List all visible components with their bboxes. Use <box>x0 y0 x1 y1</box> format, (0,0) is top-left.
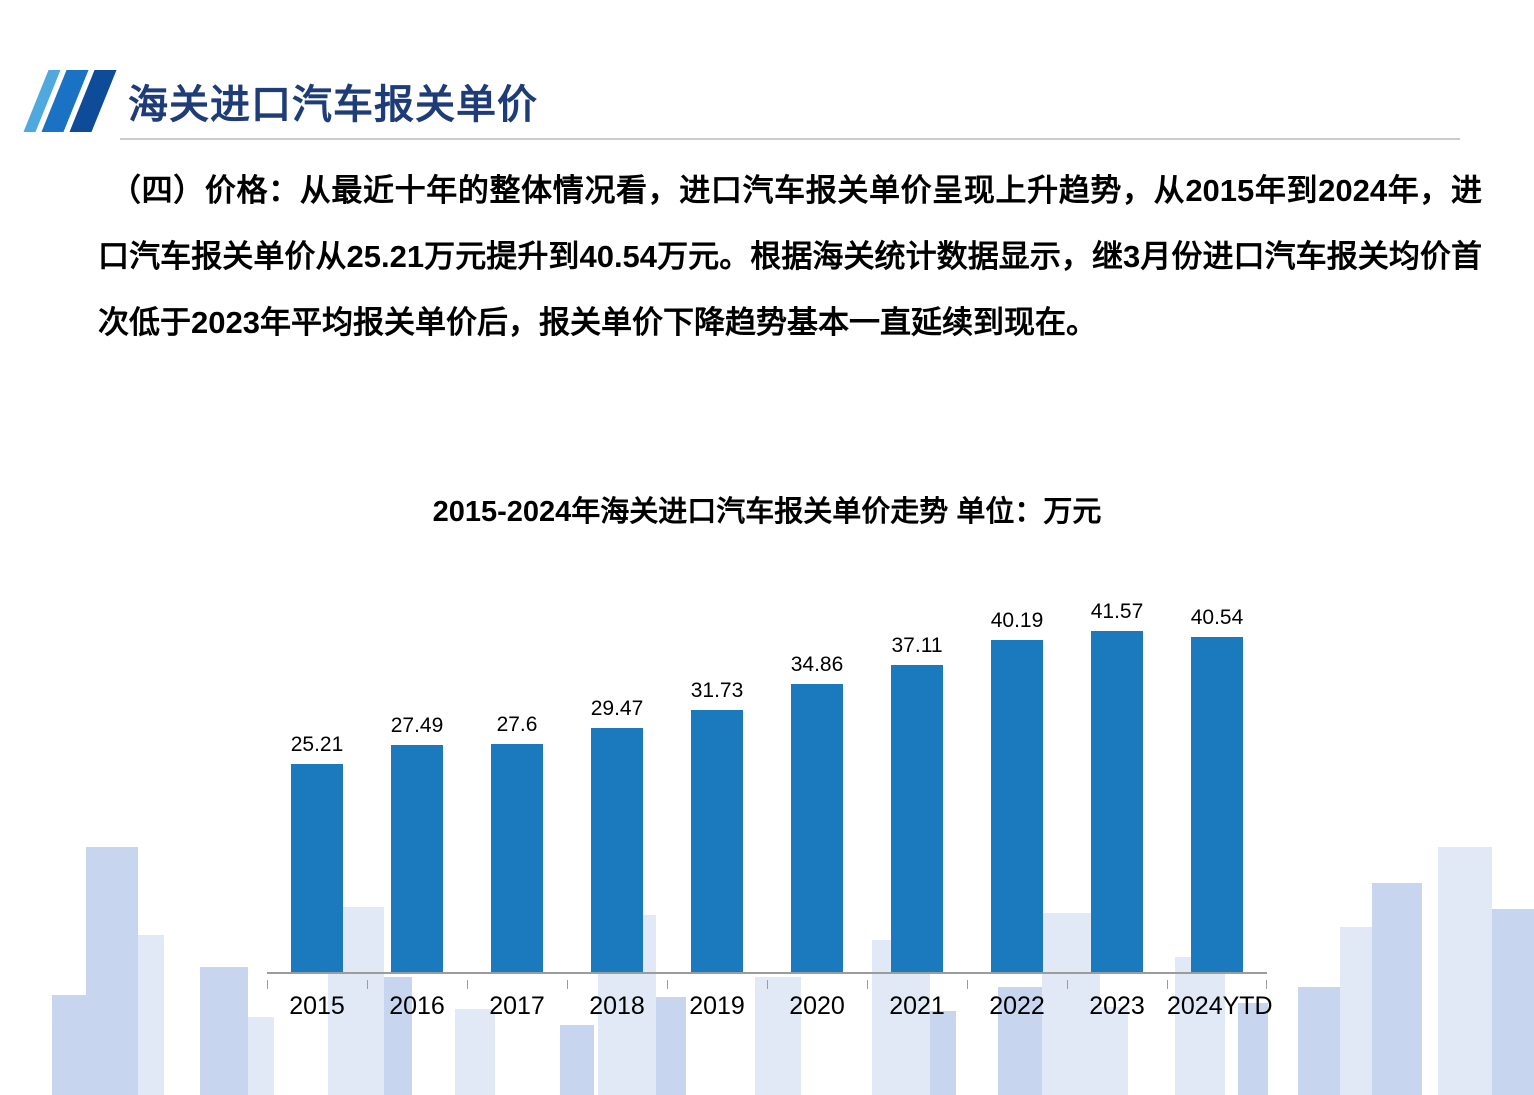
bar-column: 27.49 <box>367 600 467 972</box>
bar <box>991 639 1043 972</box>
bar-value-label: 31.73 <box>690 678 744 702</box>
bar <box>391 744 443 972</box>
bar <box>291 763 343 972</box>
bar-column: 25.21 <box>267 600 367 972</box>
bar-column: 40.19 <box>967 600 1067 972</box>
bar <box>891 665 943 972</box>
x-axis-label: 2021 <box>867 980 967 1021</box>
bar <box>491 743 543 972</box>
chart-title: 2015-2024年海关进口汽车报关单价走势 单位：万元 <box>432 496 1102 528</box>
x-axis-label: 2022 <box>967 980 1067 1021</box>
bar-value-label: 40.54 <box>1190 605 1244 629</box>
x-axis-label: 2023 <box>1067 980 1167 1021</box>
bar-column: 40.54 <box>1167 600 1267 972</box>
x-axis-label: 2015 <box>267 980 367 1021</box>
chart-x-axis: 2015 2016 2017 2018 2019 2020 2021 2022 2023 2024… <box>267 980 1273 1021</box>
x-axis-label: 2024YTD <box>1167 980 1273 1021</box>
bar-value-label: 41.57 <box>1090 600 1144 623</box>
skyline-svg <box>52 847 1534 1095</box>
skyline-decoration <box>0 835 1534 1095</box>
bar-value-label: 37.11 <box>891 634 943 658</box>
x-axis-label: 2020 <box>767 980 867 1021</box>
bar-column: 37.11 <box>867 600 967 972</box>
bar <box>791 683 843 972</box>
bar-column: 34.86 <box>767 600 867 972</box>
bar <box>1091 631 1143 972</box>
bar-column: 27.6 <box>467 600 567 972</box>
page-title: 海关进口汽车报关单价 <box>128 83 538 127</box>
x-axis-label: 2016 <box>367 980 467 1021</box>
bar-value-label: 27.6 <box>496 712 538 736</box>
body-paragraph: （四）价格：从最近十年的整体情况看，进口汽车报关单价呈现上升趋势，从2015年到… <box>98 173 1482 340</box>
x-axis-label: 2018 <box>567 980 667 1021</box>
x-axis-label: 2019 <box>667 980 767 1021</box>
bar <box>1191 636 1243 972</box>
bar-value-label: 27.49 <box>390 713 444 737</box>
bar <box>691 709 743 972</box>
bar-value-label: 29.47 <box>590 697 644 721</box>
x-axis-label: 2017 <box>467 980 567 1021</box>
bar-column: 41.57 <box>1067 600 1167 972</box>
chart-plot: 25.21 27.49 27.6 29.47 31.73 34.86 37.11 40.19 4… <box>267 600 1267 974</box>
bar-column: 31.73 <box>667 600 767 972</box>
bar <box>591 728 643 972</box>
bar-value-label: 25.21 <box>290 732 344 756</box>
bar-value-label: 40.19 <box>990 608 1044 632</box>
bar-column: 29.47 <box>567 600 667 972</box>
header-divider <box>120 138 1460 140</box>
bar-value-label: 34.86 <box>790 652 844 676</box>
logo-stripes-icon <box>23 70 117 132</box>
